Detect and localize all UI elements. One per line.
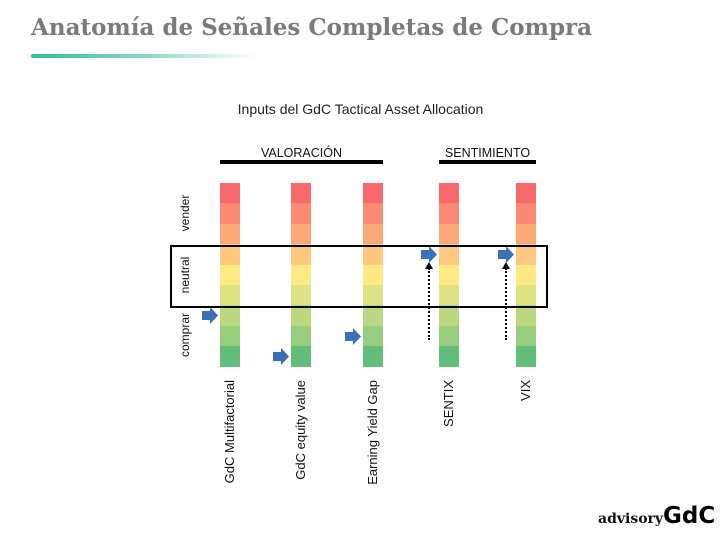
scale-segment [291,183,311,204]
indicator-label: VIX [518,380,533,401]
scale-segment [363,346,383,367]
upward-trend-arrow-icon [425,262,433,340]
scale-segment [363,223,383,245]
scale-segment [439,183,459,204]
scale-segment [439,325,459,347]
scale-segment [220,203,240,224]
scale-segment [516,203,536,224]
group-line-sentimiento [439,160,536,164]
scale-segment [516,264,536,285]
scale-segment [363,264,383,285]
diagram-subtitle: Inputs del GdC Tactical Asset Allocation [237,101,484,117]
signal-arrow-icon [272,348,289,366]
scale-segment [291,284,311,306]
indicator-scale-bar [291,183,311,367]
scale-segment [220,183,240,204]
scale-segment [220,264,240,285]
scale-segment [363,325,383,347]
scale-segment [439,284,459,306]
group-label-valoracion: VALORACIÓN [260,146,343,160]
scale-segment [439,346,459,367]
indicator-scale-bar [516,183,536,367]
indicator-label: GdC Multifactorial [222,380,237,484]
scale-segment [363,284,383,306]
scale-segment [220,346,240,367]
scale-segment [363,305,383,326]
scale-segment [291,325,311,347]
indicator-label: Earning Yield Gap [365,380,380,485]
neutral-zone-box [170,245,548,308]
scale-segment [220,223,240,245]
scale-segment [516,346,536,367]
scale-segment [291,203,311,224]
scale-segment [291,244,311,265]
scale-segment [363,183,383,204]
scale-segment [220,284,240,306]
scale-segment [220,305,240,326]
logo-text-advisory: advisory [598,511,664,527]
scale-segment [291,264,311,285]
upward-trend-arrow-icon [502,262,510,340]
scale-segment [439,203,459,224]
indicator-label: GdC equity value [293,380,308,480]
scale-segment [516,325,536,347]
signal-arrow-icon [420,246,437,264]
indicator-scale-bar [220,183,240,367]
scale-segment [291,346,311,367]
scale-segment [220,325,240,347]
scale-segment [516,244,536,265]
group-label-sentimiento: SENTIMIENTO [444,146,531,160]
scale-segment [516,183,536,204]
logo-text-gdc: GdC [663,503,716,529]
title-underline [31,54,256,58]
slide-title: Anatomía de Señales Completas de Compra [31,14,593,41]
scale-segment [363,203,383,224]
scale-segment [439,244,459,265]
scale-segment [516,223,536,245]
indicator-scale-bar [363,183,383,367]
scale-segment [439,264,459,285]
advisory-gdc-logo: advisoryGdC [598,503,715,529]
scale-segment [516,305,536,326]
scale-segment [439,305,459,326]
signal-arrow-icon [497,246,514,264]
scale-segment [516,284,536,306]
scale-segment [291,305,311,326]
scale-segment [220,244,240,265]
indicator-scale-bar [439,183,459,367]
scale-segment [439,223,459,245]
indicator-label: SENTIX [441,380,456,427]
signal-arrow-icon [344,327,361,345]
signal-arrow-icon [201,307,218,325]
scale-segment [291,223,311,245]
scale-segment [363,244,383,265]
group-line-valoracion [220,160,383,164]
